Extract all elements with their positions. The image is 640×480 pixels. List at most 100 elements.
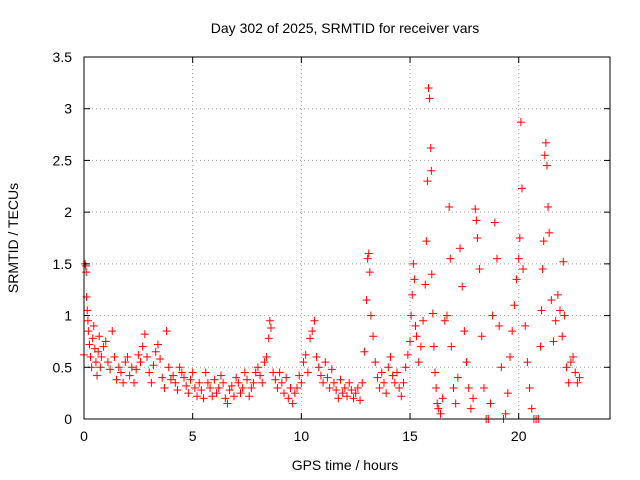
data-point [547,296,556,305]
data-point [195,378,204,387]
data-point [232,373,241,382]
data-point [290,389,299,398]
data-point [382,389,391,398]
data-point [562,363,571,372]
x-tick-label: 15 [402,428,418,444]
data-point [379,378,388,387]
data-point [225,386,234,395]
data-point [512,275,521,284]
data-point [426,144,435,153]
data-point [356,396,365,405]
data-point [221,394,230,403]
data-point [544,202,553,211]
data-point [91,358,100,367]
data-point [84,327,93,336]
data-point [312,352,321,361]
data-point [86,352,95,361]
x-tick-label: 10 [294,428,310,444]
data-point [264,334,273,343]
data-point [284,394,293,403]
data-point [434,404,443,413]
data-point [160,383,169,392]
data-point [419,316,428,325]
data-point [515,234,524,242]
data-point [542,161,551,170]
data-point [392,368,401,377]
data-point [186,375,195,384]
y-tick-label: 1 [64,308,72,324]
data-point [116,368,125,377]
data-point [282,373,291,382]
data-point [306,334,315,343]
data-point [440,316,449,325]
data-point [96,363,105,372]
data-point [438,394,447,403]
data-point [558,332,567,341]
data-point [197,386,206,395]
data-point [329,378,338,387]
data-point [353,383,362,392]
data-point [414,358,423,367]
data-point [537,306,546,315]
data-point [412,332,421,341]
data-point [260,358,269,367]
data-point [399,378,408,387]
data-point [409,259,418,268]
data-point [371,358,380,367]
data-point [432,383,441,392]
data-point [97,352,106,361]
data-point [395,383,404,392]
data-point [473,234,482,242]
data-point [556,306,565,315]
data-point [203,378,212,387]
data-point [539,237,548,246]
data-point [288,399,297,408]
data-point [416,342,425,351]
data-point [407,311,416,320]
data-point [245,392,254,401]
data-point [566,358,575,367]
data-point [403,350,412,359]
data-point [173,386,182,395]
data-point [390,378,399,387]
data-point [540,151,549,160]
data-point [327,365,336,374]
data-point [316,371,325,380]
data-point [559,257,568,266]
data-point [93,371,102,380]
x-tick-label: 0 [80,428,88,444]
data-point [169,371,178,380]
data-point [488,311,497,320]
data-point [365,268,374,277]
data-point [303,368,312,377]
data-point [103,358,112,367]
data-point [472,216,481,225]
y-tick-label: 3.5 [53,49,73,65]
data-point [127,363,136,372]
data-point [497,363,506,372]
data-point [451,399,460,408]
data-point [411,321,420,330]
data-point [319,378,328,387]
data-point [249,378,258,387]
data-point [162,327,171,336]
data-point [501,409,510,418]
data-point [151,347,160,356]
data-point [377,368,386,377]
data-point [332,386,341,395]
data-point [297,378,306,387]
data-point [447,342,456,351]
data-point [429,342,438,351]
y-tick-label: 2.5 [53,152,73,168]
data-point [182,381,191,390]
data-point [373,373,382,382]
data-point [129,378,138,387]
data-point [175,363,184,372]
data-point [425,94,434,103]
data-point [89,321,98,330]
data-point [273,383,282,392]
axis-ticks [83,56,610,420]
data-point [136,358,145,367]
data-point [112,375,121,384]
data-point [236,389,245,398]
